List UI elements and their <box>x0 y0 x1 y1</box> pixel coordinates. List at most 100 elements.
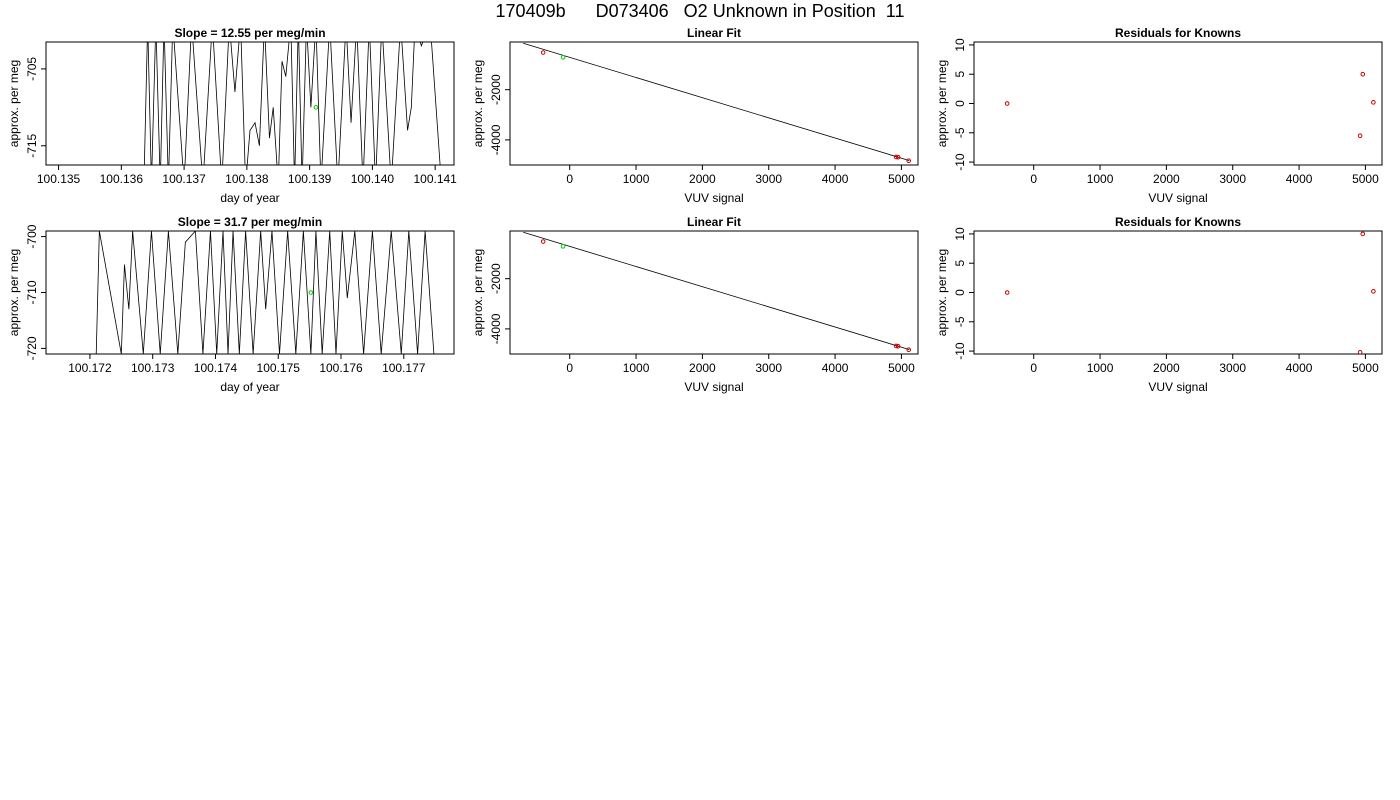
residual-point <box>1360 231 1366 237</box>
known-point <box>906 158 912 164</box>
x-tick-label: 2000 <box>1153 361 1180 375</box>
y-axis-label: approx. per meg <box>935 60 949 147</box>
highlight-point <box>313 105 319 110</box>
y-tick-label: 10 <box>953 38 967 52</box>
x-axis-label: day of year <box>220 380 279 394</box>
x-tick-label: 100.173 <box>131 361 175 375</box>
chart-panel-4: Slope = 31.7 per meg/min 100.172 100.173 10… <box>7 215 455 394</box>
y-tick-label: -710 <box>25 280 39 304</box>
x-tick-label: 4000 <box>822 172 849 186</box>
x-tick-label: 4000 <box>1286 361 1313 375</box>
x-tick-label: 100.141 <box>413 172 457 186</box>
fit-line <box>523 42 910 161</box>
highlight-point <box>308 290 314 295</box>
y-tick-label: 0 <box>953 100 967 107</box>
chart-title: Linear Fit <box>687 215 741 229</box>
x-tick-label: 5000 <box>888 172 915 186</box>
y-axis-label: approx. per meg <box>935 249 949 336</box>
plot-frame <box>973 230 1383 355</box>
plot-frame <box>509 41 919 166</box>
x-tick-label: 4000 <box>822 361 849 375</box>
known-point <box>540 239 546 244</box>
chart-title: Slope = 12.55 per meg/min <box>174 26 325 40</box>
residual-point <box>1371 289 1376 294</box>
x-tick-label: 0 <box>566 172 573 186</box>
x-tick-label: 2000 <box>689 172 716 186</box>
y-axis-label: approx. per meg <box>471 249 485 336</box>
x-tick-label: 3000 <box>1219 172 1246 186</box>
y-tick-label: 5 <box>953 71 967 78</box>
y-axis-label: approx. per meg <box>7 60 21 147</box>
x-tick-label: 100.136 <box>100 172 144 186</box>
plot-area <box>523 42 912 164</box>
x-tick-label: 2000 <box>1153 172 1180 186</box>
y-tick-label: -715 <box>25 133 39 157</box>
known-point <box>893 154 899 160</box>
residual-point <box>1360 71 1366 77</box>
x-axis-label: day of year <box>220 191 279 205</box>
plot-area <box>95 231 435 354</box>
x-tick-label: 100.138 <box>225 172 269 186</box>
x-tick-label: 5000 <box>1352 361 1379 375</box>
page-title: 170409b D073406 O2 Unknown in Position 1… <box>495 1 905 21</box>
y-tick-label: -2000 <box>489 74 503 105</box>
x-tick-label: 100.175 <box>257 361 301 375</box>
x-tick-label: 100.139 <box>288 172 332 186</box>
x-tick-label: 0 <box>566 361 573 375</box>
chart-panel-1: Slope = 12.55 per meg/min 100.135 100.136 1… <box>7 26 457 205</box>
y-tick-label: 5 <box>953 260 967 267</box>
plot-frame <box>45 41 455 166</box>
y-axis-label: approx. per meg <box>7 249 21 336</box>
unknown-point <box>560 55 566 60</box>
residual-point <box>1371 100 1376 105</box>
residual-point <box>1004 290 1010 295</box>
y-tick-label: -10 <box>953 153 967 171</box>
plot-area <box>523 231 912 353</box>
x-tick-label: 0 <box>1030 361 1037 375</box>
chart-panel-2: Linear Fit 0 1000 2000 3000 4000 5000 VUV signa… <box>471 26 919 205</box>
plot-frame <box>973 41 1383 166</box>
known-point <box>895 154 901 160</box>
chart-panel-5: Linear Fit 0 1000 2000 3000 4000 5000 VUV signa… <box>471 215 919 394</box>
x-tick-label: 1000 <box>1087 361 1114 375</box>
x-tick-label: 2000 <box>689 361 716 375</box>
chart-title: Residuals for Knowns <box>1115 26 1241 40</box>
x-tick-label: 0 <box>1030 172 1037 186</box>
y-tick-label: -5 <box>953 316 967 327</box>
plot-frame <box>509 230 919 355</box>
x-axis-label: VUV signal <box>1148 380 1207 394</box>
x-tick-label: 100.140 <box>351 172 395 186</box>
x-tick-label: 3000 <box>1219 361 1246 375</box>
residual-point <box>1357 133 1363 139</box>
chart-panel-3: Residuals for Knowns 0 1000 2000 3000 4000 500… <box>935 26 1383 205</box>
x-axis-label: VUV signal <box>684 380 743 394</box>
y-tick-label: 10 <box>953 227 967 241</box>
unknown-point <box>560 244 566 249</box>
x-tick-label: 100.172 <box>68 361 112 375</box>
known-point <box>895 343 901 349</box>
x-tick-label: 100.174 <box>194 361 238 375</box>
x-tick-label: 3000 <box>755 172 782 186</box>
y-tick-label: -705 <box>25 57 39 81</box>
x-tick-label: 100.137 <box>162 172 206 186</box>
plot-area <box>1004 71 1376 139</box>
y-axis-label: approx. per meg <box>471 60 485 147</box>
x-tick-label: 100.135 <box>37 172 81 186</box>
x-tick-label: 5000 <box>1352 172 1379 186</box>
known-point <box>906 347 912 353</box>
y-tick-label: -10 <box>953 342 967 360</box>
residual-point <box>1357 349 1363 354</box>
x-axis-label: VUV signal <box>684 191 743 205</box>
x-tick-label: 100.177 <box>382 361 426 375</box>
y-tick-label: 0 <box>953 289 967 296</box>
x-tick-label: 1000 <box>623 172 650 186</box>
plot-area <box>143 42 441 165</box>
plot-area <box>1004 231 1376 354</box>
y-tick-label: -700 <box>25 224 39 248</box>
y-tick-label: -5 <box>953 127 967 138</box>
series-line <box>95 231 435 354</box>
x-tick-label: 1000 <box>623 361 650 375</box>
x-tick-label: 100.176 <box>319 361 363 375</box>
chart-panel-6: Residuals for Knowns 0 1000 2000 3000 4000 500… <box>935 215 1383 394</box>
